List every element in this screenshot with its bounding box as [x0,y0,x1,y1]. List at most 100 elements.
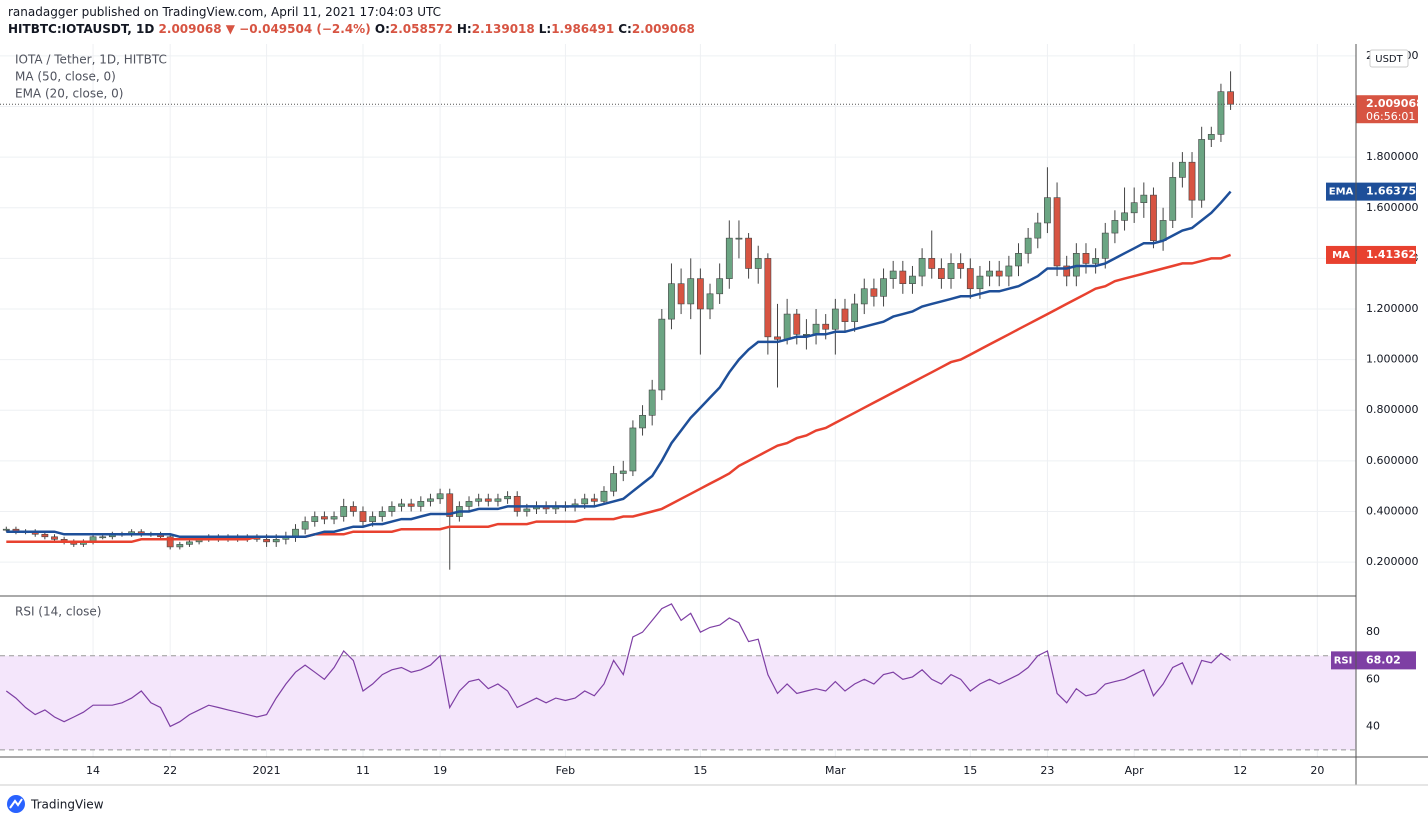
candle-body [1188,161,1196,201]
candle-body [311,516,319,522]
tag-box [1331,651,1416,670]
ohlc-label: H: [456,22,472,36]
candle-body [706,293,714,310]
candle-body [880,278,887,297]
candle-body [504,495,511,500]
candle-body [1198,139,1206,201]
y-tick-label: 80 [1366,625,1380,638]
candle-body [263,539,270,543]
candle-body [851,303,859,322]
ohlc: O:2.058572 H:2.139018 L:1.986491 C:2.009068 [375,22,699,36]
candle-body [475,498,483,502]
candle-body [340,506,348,517]
candle-body [947,263,955,279]
candle-body [581,498,589,505]
candle-body [359,511,367,522]
x-tick-label: 12 [1233,764,1247,777]
candle-body [523,508,531,512]
y-tick-label: 1.600000 [1366,201,1419,214]
candle-body [937,268,945,279]
candle-body [1227,91,1234,105]
x-tick-label: Apr [1125,764,1145,777]
candle-body [369,516,377,522]
candle-body [166,536,174,548]
candle-body [783,313,791,340]
candle-body [1140,194,1148,203]
tag-name: MA [1332,250,1350,261]
brand: TradingView [30,798,104,812]
candle-body [889,270,897,279]
candle-body [696,278,704,310]
legend-entry: MA (50, close, 0) [15,70,116,84]
x-tick-label: 23 [1040,764,1054,777]
publisher: ranadagger published on TradingView.com,… [8,5,441,19]
x-tick-label: 22 [163,764,177,777]
ohlc-label: O: [374,22,390,36]
candle-body [899,270,907,284]
candle-body [822,323,830,330]
ohlc-label: L: [538,22,552,36]
candle-body [1207,134,1215,140]
y-tick-label: 1.000000 [1366,353,1419,366]
y-tick-label: 0.400000 [1366,504,1419,517]
candle-body [619,470,627,474]
candle-body [1005,265,1013,277]
candle-body [484,498,492,502]
legend-entry: EMA (20, close, 0) [15,87,123,101]
candle-body [860,288,868,305]
candle-body [639,414,646,429]
candle-body [417,501,425,507]
candle-body [301,521,309,530]
candle-body [321,516,328,520]
candle-body [764,258,772,338]
candle-body [976,275,984,290]
x-tick-label: 15 [963,764,977,777]
tag-name: RSI [1334,655,1353,666]
candle-body [995,270,1003,277]
candle-body [831,308,839,330]
ohlc-value: 1.986491 [551,22,615,36]
candle-body [735,237,743,240]
y-tick-label: 0.800000 [1366,403,1419,416]
x-tick-label: 20 [1310,764,1324,777]
ohlc-label: C: [618,22,632,36]
change: ▼ −0.049504 (−2.4%) [225,22,371,36]
candle-body [928,258,936,269]
y-tick-label: 0.600000 [1366,454,1419,467]
candle-body [398,503,405,507]
candle-body [1178,161,1186,178]
price-tag-value: 2.009068 [1366,97,1424,110]
candle-body [176,544,184,548]
x-tick-label: 19 [433,764,447,777]
x-tick-label: Mar [825,764,846,777]
candle-body [465,501,473,507]
candle-body [378,511,386,517]
candle-body [1150,194,1157,241]
currency-box [1369,49,1409,68]
tag-value: 1.663753 [1366,185,1424,198]
candle-body [754,258,762,269]
y-tick-label: 0.200000 [1366,555,1419,568]
x-tick-label: Feb [556,764,575,777]
candle-body [648,389,656,416]
currency: USDT [1375,54,1403,65]
tag-value: 68.02 [1366,653,1401,666]
ohlc-value: 2.058572 [389,22,453,36]
candle-body [1101,232,1109,259]
candle-body [841,308,849,322]
rsi-line [5,603,1231,728]
candle-body [1015,253,1022,267]
candle-body [1034,222,1042,239]
candle-body [966,268,974,290]
candle-body [272,539,280,543]
candle-body [494,498,502,502]
candle-body [330,516,338,520]
candle-body [812,323,820,335]
candle-body [446,493,454,517]
candle-body [745,237,752,269]
candle-body [1082,253,1090,264]
x-tick-label: 11 [356,764,370,777]
rsi-band [0,655,1356,750]
series-line [6,253,1232,544]
